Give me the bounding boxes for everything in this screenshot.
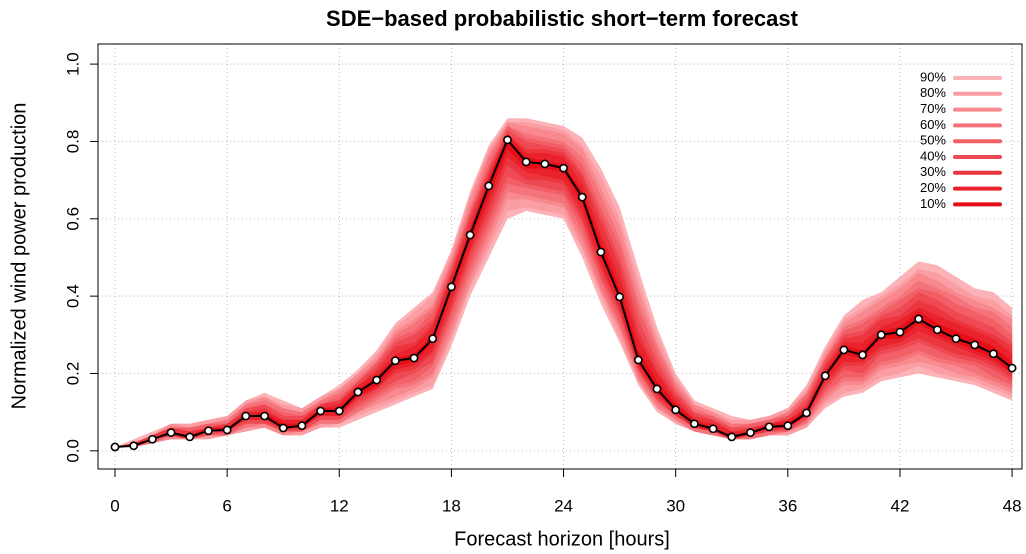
forecast-point	[390, 356, 400, 366]
forecast-point	[615, 292, 625, 302]
forecast-point	[409, 353, 419, 363]
forecast-point	[484, 181, 494, 191]
forecast-point	[503, 135, 512, 145]
forecast-point	[428, 334, 438, 344]
forecast-point	[278, 423, 288, 433]
y-tick-label: 0.8	[63, 130, 82, 154]
forecast-point	[166, 428, 176, 438]
y-axis-label: Normalized wind power production	[8, 103, 30, 410]
forecast-point	[222, 425, 232, 435]
forecast-point	[876, 330, 886, 340]
y-tick-label: 0.6	[63, 207, 82, 231]
forecast-point	[1007, 363, 1017, 373]
x-tick-label: 30	[666, 496, 685, 515]
forecast-point	[708, 424, 718, 434]
x-tick-label: 42	[890, 496, 909, 515]
forecast-point	[727, 432, 737, 442]
forecast-point	[895, 327, 905, 337]
chart-title: SDE−based probabilistic short−term forec…	[326, 6, 799, 31]
forecast-point	[185, 432, 195, 442]
forecast-point	[914, 314, 924, 324]
x-tick-label: 18	[442, 496, 461, 515]
legend-label: 80%	[920, 85, 946, 100]
forecast-point	[559, 163, 568, 173]
forecast-point	[764, 422, 774, 432]
forecast-point	[970, 340, 980, 350]
forecast-point	[802, 408, 811, 418]
forecast-point	[353, 387, 363, 397]
y-tick-label: 0.0	[63, 439, 82, 463]
forecast-point	[316, 406, 325, 416]
plot-frame	[97, 43, 1023, 470]
forecast-point	[820, 371, 830, 381]
legend-label: 20%	[920, 180, 946, 195]
forecast-point	[989, 349, 998, 359]
forecast-point	[951, 334, 961, 344]
x-tick-label: 36	[778, 496, 797, 515]
forecast-point	[204, 426, 213, 436]
forecast-point	[839, 345, 849, 355]
forecast-point	[746, 428, 755, 438]
forecast-point	[447, 282, 456, 292]
x-axis-label: Forecast horizon [hours]	[454, 528, 670, 550]
legend-label: 50%	[920, 133, 946, 148]
y-tick-label: 1.0	[63, 52, 82, 76]
forecast-point	[577, 192, 587, 202]
forecast-point	[671, 405, 681, 415]
forecast-point	[689, 419, 699, 429]
x-tick-label: 6	[222, 496, 231, 515]
forecast-point	[596, 247, 606, 257]
forecast-point	[540, 159, 550, 169]
forecast-point	[297, 421, 307, 431]
forecast-point	[465, 230, 475, 240]
forecast-point	[633, 355, 643, 365]
legend-label: 30%	[920, 164, 946, 179]
forecast-point	[334, 406, 344, 416]
forecast-point	[932, 325, 942, 335]
x-tick-label: 0	[110, 496, 119, 515]
forecast-point	[110, 442, 120, 452]
legend-label: 10%	[920, 196, 946, 211]
forecast-point	[241, 411, 251, 421]
legend-label: 40%	[920, 148, 946, 163]
forecast-point	[129, 441, 139, 451]
forecast-point	[147, 434, 157, 444]
legend-label: 90%	[920, 69, 946, 84]
x-tick-label: 12	[330, 496, 349, 515]
legend-label: 60%	[920, 117, 946, 132]
forecast-point	[652, 384, 662, 394]
forecast-point	[858, 350, 867, 360]
y-tick-label: 0.4	[63, 284, 82, 308]
forecast-point	[260, 411, 269, 421]
x-tick-label: 24	[554, 496, 573, 515]
forecast-point	[783, 421, 793, 431]
forecast-point	[521, 157, 531, 167]
x-tick-label: 48	[1003, 496, 1022, 515]
legend-label: 70%	[920, 101, 946, 116]
y-tick-label: 0.2	[63, 362, 82, 386]
forecast-point	[372, 375, 382, 385]
